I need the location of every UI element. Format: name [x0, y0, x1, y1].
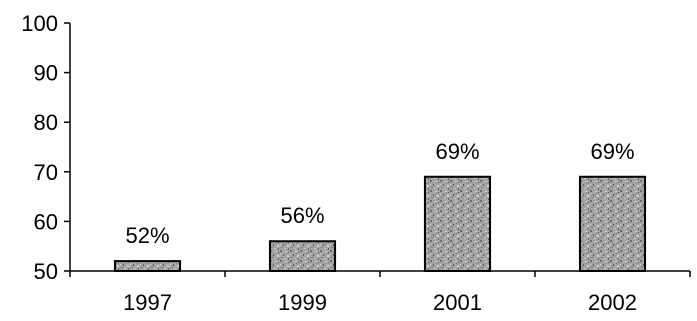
y-tick-label: 80	[34, 110, 58, 135]
x-tick-label: 1999	[278, 290, 327, 315]
bar-1997	[113, 260, 182, 272]
x-axis: 1997 1999 2001 2002	[69, 270, 691, 315]
y-tick-label: 70	[34, 160, 58, 185]
bars	[113, 175, 647, 273]
y-tick-label: 100	[21, 11, 58, 36]
data-labels: 52% 56% 69% 69%	[125, 139, 634, 248]
bar-2002	[578, 175, 647, 272]
data-label-1999: 56%	[280, 203, 324, 228]
x-tick-label: 2002	[588, 290, 637, 315]
data-label-1997: 52%	[125, 223, 169, 248]
data-label-2002: 69%	[590, 139, 634, 164]
x-tick-label: 1997	[123, 290, 172, 315]
bar-2001	[423, 175, 492, 272]
x-tick-label: 2001	[433, 290, 482, 315]
y-tick-label: 90	[34, 61, 58, 86]
y-tick-label: 50	[34, 259, 58, 284]
data-label-2001: 69%	[435, 139, 479, 164]
y-tick-label: 60	[34, 209, 58, 234]
y-axis: 50 60 70 80 90 100	[21, 11, 71, 284]
bar-1999	[268, 240, 337, 273]
